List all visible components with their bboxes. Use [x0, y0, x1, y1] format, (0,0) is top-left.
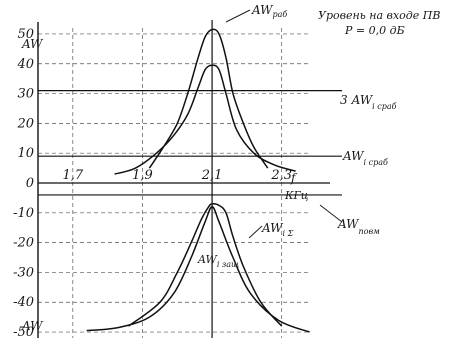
series-layer	[86, 28, 310, 333]
label-aw-i-sigma-sub: i Σ	[283, 229, 294, 238]
y-tick-label-6: -10	[13, 206, 34, 221]
annotation-power-level: P = 0,0 дБ	[344, 24, 405, 37]
label-3aw-prefix: 3	[340, 93, 348, 107]
y-tick-label-9: -40	[13, 295, 34, 310]
series-curve-0	[148, 28, 269, 169]
y-tick-label-8: -30	[13, 265, 34, 280]
y-tick-label-7: -20	[13, 236, 34, 251]
x-tick-label-3: 2,3	[270, 168, 292, 183]
label-aw-i-zash-main: AW	[197, 253, 218, 266]
label-aw-rab-sub: раб	[273, 10, 288, 19]
label-aw-i-zash-sub: i защ	[217, 260, 239, 269]
series-curve-1	[114, 64, 296, 175]
x-tick-label-2: 2,1	[201, 168, 223, 183]
y-tick-label-10: -50	[13, 325, 34, 340]
y-tick-label-2: 30	[17, 87, 34, 102]
label-aw-povm-main: AW	[337, 217, 360, 231]
leader-aw-i-sigma	[248, 225, 263, 239]
label-aw-povm-sub: повм	[359, 227, 381, 236]
leader-aw-rab	[225, 9, 251, 23]
label-aw-i-srab: AWi сраб	[342, 149, 388, 167]
label-3aw-i-srab: 3 AWi сраб	[340, 93, 397, 111]
annotation-level-title: Уровень на входе ПВ	[318, 9, 440, 22]
x-axis-label: f	[290, 171, 298, 185]
reference-lines-layer	[38, 20, 342, 338]
x-tick-label-0: 1,7	[62, 168, 83, 183]
y-tick-label-5: 0	[26, 176, 34, 191]
x-axis-unit: КГц	[284, 189, 309, 202]
x-tick-label-1: 1,9	[132, 168, 153, 183]
label-3aw-main: AW	[351, 93, 374, 107]
label-aw-i-zash: AWi защ	[197, 253, 239, 269]
y-tick-label-0: 50	[17, 27, 34, 42]
leader-aw-povm	[319, 204, 343, 223]
series-curve-3	[86, 206, 310, 333]
label-aw-rab-main: AW	[251, 3, 274, 17]
label-3aw-sub: i сраб	[372, 102, 396, 111]
axes-layer	[37, 22, 330, 338]
y-axis-label-top: AW	[21, 37, 44, 51]
y-tick-label-1: 40	[16, 57, 34, 72]
label-aw-i-srab-main: AW	[342, 149, 365, 163]
label-aw-i-sigma: AWi Σ	[261, 221, 294, 238]
label-aw-i-srab-sub: i сраб	[364, 158, 388, 167]
label-aw-i-sigma-main: AW	[261, 221, 284, 235]
label-aw-povm: AWповм	[337, 217, 380, 236]
series-curve-2	[128, 203, 283, 327]
tick-labels-layer: 50 40 30 20 10 0 -10 -20 -30 -40 -50 1,7 1,9 2,1 2,3	[13, 27, 292, 340]
y-axis-label-bottom: AW	[21, 319, 44, 333]
label-aw-rab: AWраб	[251, 3, 287, 19]
y-tick-label-4: 10	[17, 146, 34, 161]
y-tick-label-3: 20	[16, 116, 34, 131]
annotations-layer: Уровень на входе ПВ P = 0,0 дБ AW AW f К…	[21, 3, 440, 333]
